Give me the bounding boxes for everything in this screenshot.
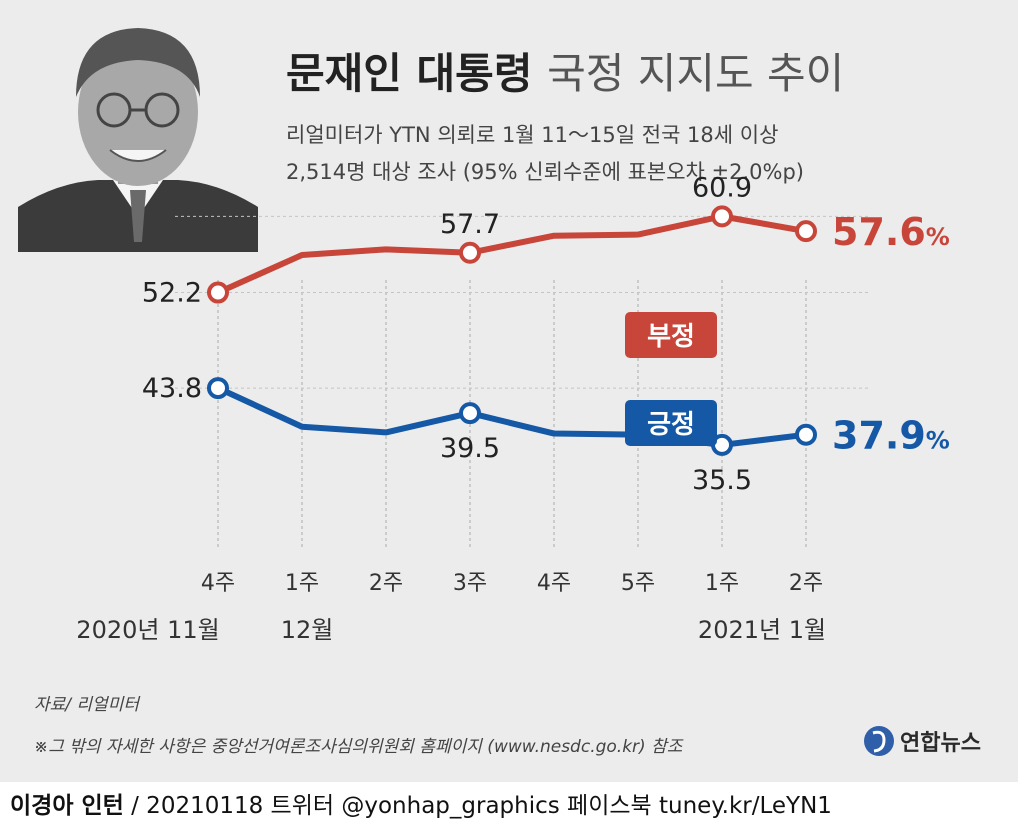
data-point-marker [459,241,481,264]
legend-badge [625,312,717,358]
x-tick-label: 5주 [621,571,655,596]
approval-chart: 4주 1주 2주 3주 4주 5주 1주 2주 2020년 11월 12월 2021년 1월 52.2… [76,172,950,644]
data-label: 60.9 [692,172,752,203]
legend-badge [625,400,717,446]
data-point-marker [795,423,817,446]
end-value: 57.6 [832,210,926,254]
data-label: 52.2 [142,278,202,309]
x-tick-label: 1주 [705,571,739,596]
legend-label: 부정 [647,322,695,352]
end-value-unit: % [926,427,950,455]
title-bold: 문재인 대통령 [286,49,533,98]
period-label: 2021년 1월 [698,616,826,644]
logo-text: 연합뉴스 [900,730,981,756]
x-tick-label: 4주 [201,571,235,596]
subtitle-line1: 리얼미터가 YTN 의뢰로 1월 11～15일 전국 18세 이상 [286,123,779,147]
footer-credit: 이경아 인턴 / 20210118 트위터 @yonhap_graphics 페… [10,786,832,820]
data-label: 39.5 [440,433,500,464]
footer-info: / 20210118 트위터 @yonhap_graphics 페이스북 tun… [123,793,832,819]
data-point-marker [207,377,229,400]
period-label: 12월 [281,616,334,644]
period-label: 2020년 11월 [76,616,219,644]
chart-title: 문재인 대통령 국정 지지도 추이 [286,40,844,101]
title-light: 국정 지지도 추이 [547,49,845,98]
data-label: 57.7 [440,209,500,240]
x-tick-label: 2주 [369,571,403,596]
x-tick-label: 3주 [453,571,487,596]
yonhap-logo: 연합뉴스 [864,726,981,756]
x-tick-label: 1주 [285,571,319,596]
end-value-label: 37.9% [832,414,950,458]
data-label: 35.5 [692,465,752,496]
data-point-marker [795,220,817,243]
data-point-marker [207,281,229,304]
detail-note: ※그 밖의 자세한 사항은 중앙선거여론조사심의위원회 홈페이지 (www.ne… [34,737,683,757]
x-tick-label: 4주 [537,571,571,596]
data-point-marker [711,205,733,228]
end-value-label: 57.6% [832,210,950,254]
data-point-marker [459,402,481,425]
end-value-unit: % [926,223,950,251]
infographic-card: 문재인 대통령 국정 지지도 추이 리얼미터가 YTN 의뢰로 1월 11～15… [0,0,1018,782]
end-value: 37.9 [832,414,926,458]
president-portrait [18,2,258,252]
x-tick-label: 2주 [789,571,823,596]
subtitle-line2: 2,514명 대상 조사 (95% 신뢰수준에 표본오차 ±2.0%p) [286,160,804,184]
data-label: 43.8 [142,373,202,404]
source-note: 자료/ 리얼미터 [34,695,139,715]
series-line-negative [215,213,809,296]
footer-author: 이경아 인턴 [10,793,124,819]
legend-label: 긍정 [647,410,695,440]
